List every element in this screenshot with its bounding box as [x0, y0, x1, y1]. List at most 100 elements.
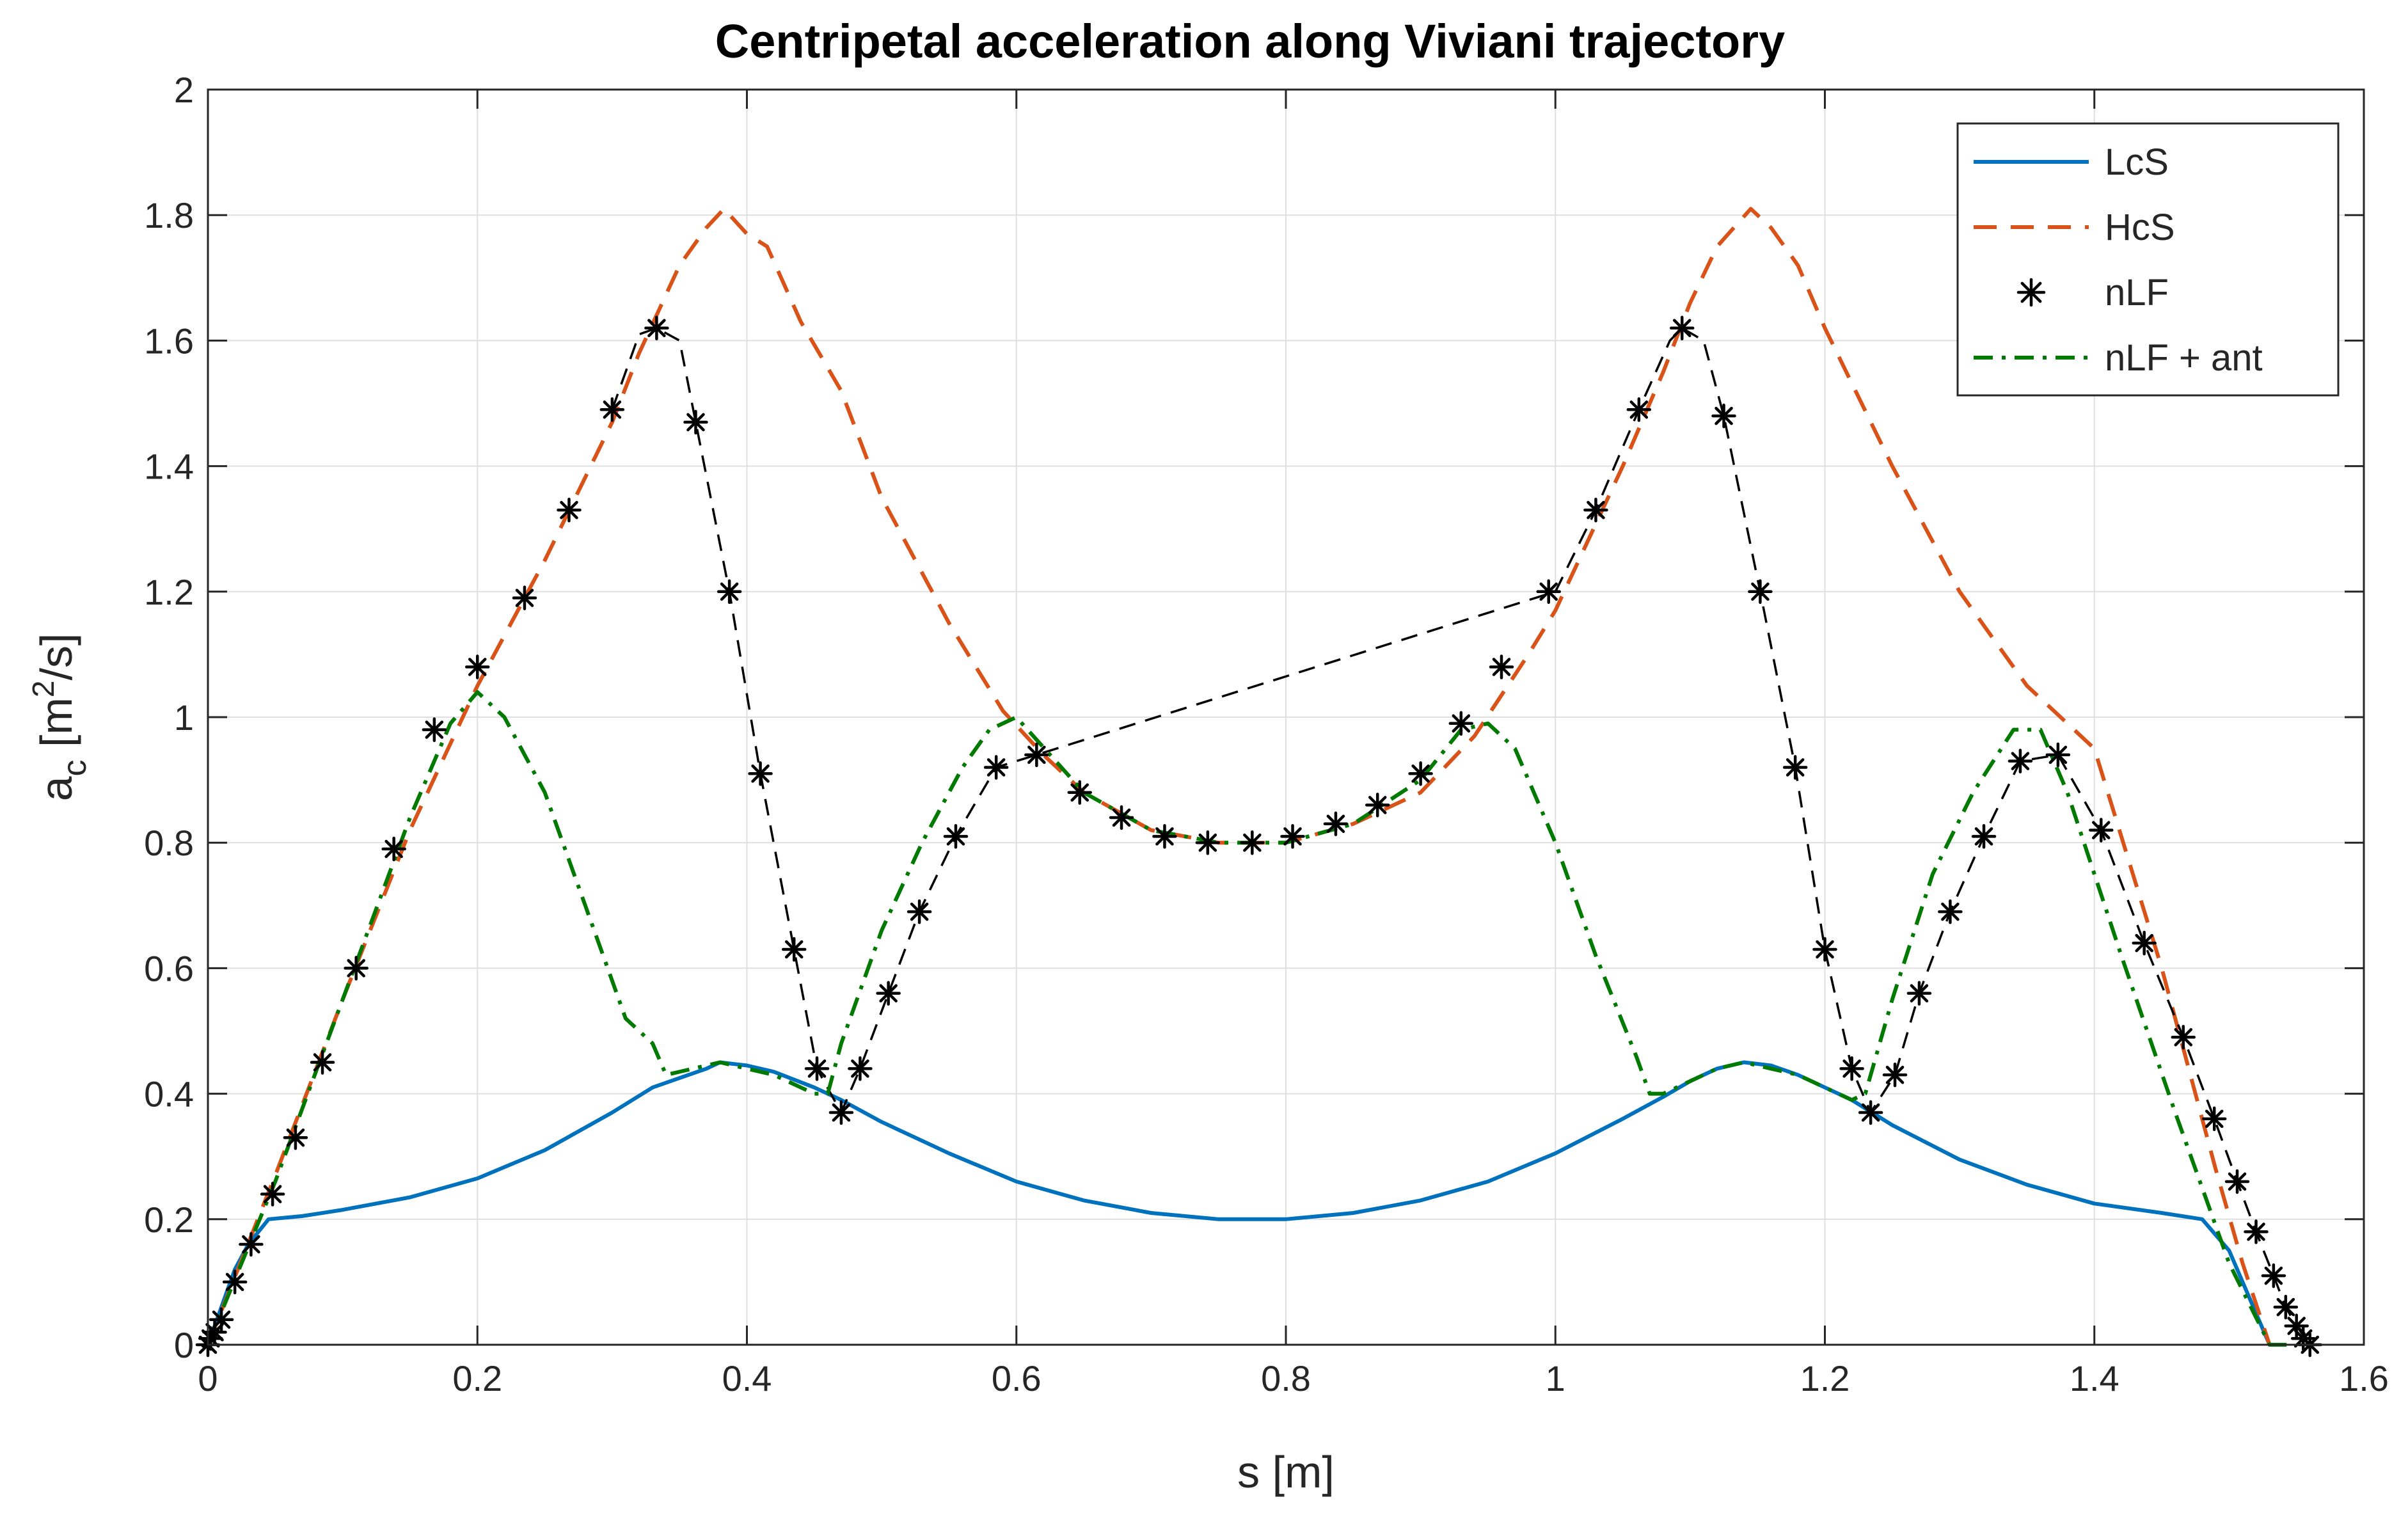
series-line-lcs: [206, 1060, 2272, 1346]
nlf-marker: [1365, 793, 1390, 818]
nlf-marker: [848, 1056, 873, 1081]
y-tick-label: 1: [174, 697, 194, 738]
nlf-marker: [1240, 830, 1265, 855]
legend-swatch-nlf: [2016, 278, 2046, 307]
nlf-marker: [1489, 654, 1514, 679]
x-tick-label: 0: [198, 1358, 218, 1398]
y-tick-label: 0.6: [144, 948, 194, 988]
legend-marker-nlf-asterisk: [2016, 278, 2046, 307]
nlf-marker: [599, 397, 625, 422]
nlf-marker: [983, 755, 1009, 780]
nlf-marker: [465, 654, 490, 679]
x-tick-label: 0.4: [722, 1358, 772, 1398]
y-tick-label: 1.4: [144, 447, 194, 487]
x-tick-label: 0.8: [1261, 1358, 1311, 1398]
x-tick-label: 1.6: [2339, 1358, 2389, 1398]
nlf-marker: [2261, 1263, 2286, 1288]
y-tick-label: 1.8: [144, 195, 194, 235]
nlf-marker: [209, 1307, 234, 1333]
nlf-marker: [2244, 1219, 2269, 1244]
x-tick-label: 0.6: [992, 1358, 1042, 1398]
nlf-marker: [683, 409, 708, 435]
legend-label-nlf-ant: nLF + ant: [2105, 337, 2263, 379]
y-tick-label: 2: [174, 70, 194, 110]
nlf-marker: [283, 1125, 308, 1150]
nlf-marker: [222, 1269, 248, 1295]
nlf-marker: [2045, 742, 2071, 768]
nlf-marker: [1280, 824, 1305, 849]
y-tick-label: 0.2: [144, 1200, 194, 1240]
nlf-marker: [1711, 403, 1736, 429]
x-axis-label: s [m]: [1237, 1447, 1335, 1497]
plot-series: [195, 207, 2322, 1358]
nlf-marker: [1109, 805, 1134, 830]
chart-title: Centripetal acceleration along Viviani t…: [715, 15, 1785, 68]
nlf-marker: [1626, 397, 1652, 422]
nlf-marker: [1024, 742, 1049, 768]
nlf-marker: [781, 937, 807, 962]
y-tick-label: 1.6: [144, 321, 194, 361]
nlf-marker: [2008, 749, 2033, 773]
nlf-marker: [907, 899, 932, 924]
legend-label-nlf: nLF: [2105, 272, 2169, 313]
y-axis-label: ac [m2/s]: [27, 633, 93, 802]
nlf-marker: [310, 1050, 335, 1075]
y-tick-label: 0.4: [144, 1074, 194, 1114]
nlf-marker: [1812, 937, 1837, 962]
nlf-marker: [943, 824, 969, 849]
nlf-marker: [1971, 824, 1997, 849]
series-line-nlf-connector: [611, 327, 2311, 1346]
nlf-marker: [1408, 761, 1433, 786]
x-tick-label: 1.4: [2070, 1358, 2119, 1398]
nlf-marker: [644, 315, 669, 341]
nlf-marker: [381, 836, 406, 862]
y-tick-label: 0: [174, 1325, 194, 1365]
nlf-marker: [1858, 1100, 1883, 1125]
nlf-marker: [1669, 315, 1695, 341]
x-tick-label: 0.2: [452, 1358, 502, 1398]
x-tick-label: 1.2: [1800, 1358, 1850, 1398]
nlf-marker: [1583, 498, 1608, 523]
y-axis-label-superscript: 2: [27, 681, 61, 698]
legend-box: [1956, 122, 2340, 397]
legend: LcS HcS nLF nLF + ant: [1956, 122, 2340, 397]
nlf-marker: [1323, 811, 1349, 837]
nlf-marker: [2132, 930, 2157, 956]
x-tick-label: 1: [1546, 1358, 1565, 1398]
nlf-marker: [2201, 1106, 2227, 1132]
series-markers-nlf: [195, 315, 2322, 1358]
legend-label-hcs: HcS: [2105, 207, 2175, 248]
nlf-marker: [748, 761, 773, 786]
nlf-marker: [2171, 1025, 2196, 1050]
nlf-marker: [1938, 899, 1963, 924]
nlf-marker: [2273, 1294, 2299, 1320]
nlf-marker: [1536, 579, 1561, 605]
nlf-marker: [1839, 1056, 1864, 1081]
nlf-marker: [1882, 1062, 1908, 1088]
y-axis-label-unit-suffix: /s]: [31, 633, 81, 681]
series-line-nlf-ant: [206, 690, 2290, 1347]
nlf-marker: [1782, 755, 1808, 780]
y-axis-label-base: a: [31, 776, 81, 801]
y-tick-label: 1.2: [144, 572, 194, 612]
nlf-marker: [1067, 780, 1092, 805]
nlf-marker: [1448, 711, 1474, 736]
nlf-marker: [717, 579, 742, 605]
nlf-marker: [828, 1100, 854, 1125]
nlf-marker: [1152, 824, 1177, 849]
nlf-marker: [876, 981, 901, 1006]
nlf-marker: [344, 956, 368, 981]
nlf-marker: [2224, 1169, 2250, 1194]
nlf-marker: [1906, 981, 1932, 1006]
nlf-marker: [2089, 818, 2114, 843]
axis-ticks: 0 0.2 0.4 0.6 0.8 1 1.2 1.4 1.6 0 0.2 0.4 0.6 0.8 1 1.2…: [144, 70, 2389, 1398]
nlf-marker: [260, 1182, 285, 1207]
y-tick-label: 0.8: [144, 823, 194, 863]
nlf-marker: [239, 1232, 264, 1257]
nlf-marker: [1748, 579, 1773, 605]
y-axis-label-unit: [m: [31, 697, 81, 759]
nlf-marker: [422, 717, 447, 742]
nlf-marker: [804, 1056, 830, 1081]
nlf-marker: [512, 585, 537, 610]
